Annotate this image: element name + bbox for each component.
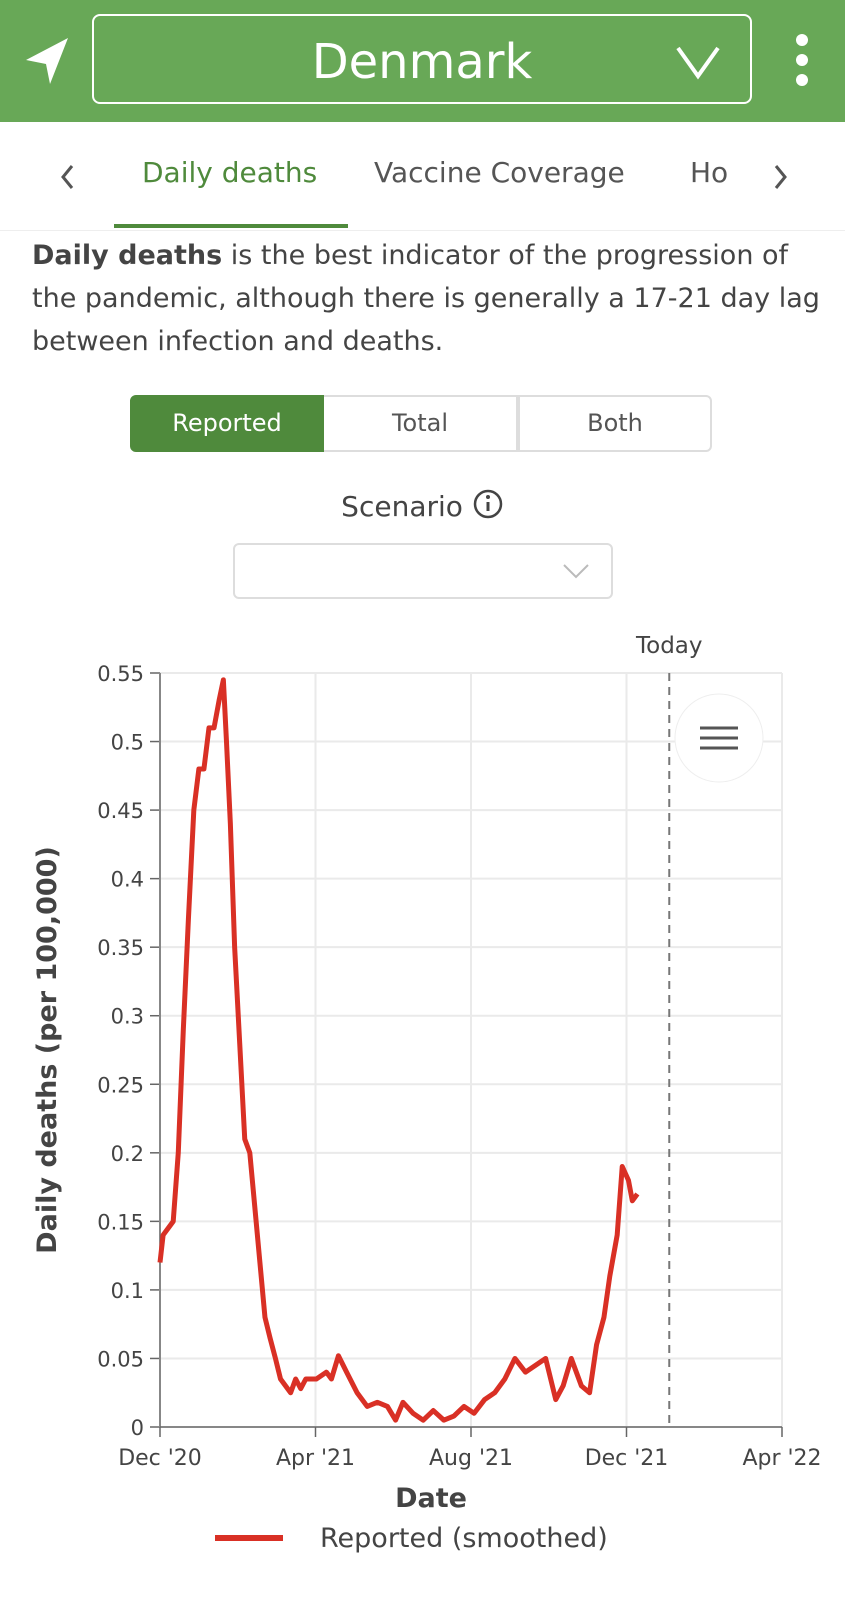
settings-button[interactable] (674, 693, 764, 783)
legend-label: Reported (smoothed) (320, 1523, 608, 1554)
tab-prev[interactable] (58, 162, 78, 192)
x-tick-label: Apr '22 (742, 1446, 821, 1471)
y-tick-label: 0.2 (111, 1142, 144, 1166)
x-tick-label: Dec '21 (585, 1446, 669, 1471)
tab-next[interactable] (770, 162, 790, 192)
scenario-row: Scenario (0, 488, 845, 523)
menu-icon[interactable] (792, 32, 812, 92)
segment-button[interactable]: Total (324, 395, 518, 452)
tab[interactable]: Vaccine Coverage (374, 156, 625, 189)
info-icon[interactable] (472, 488, 504, 520)
y-tick-label: 0.5 (111, 731, 144, 755)
x-tick-label: Aug '21 (429, 1446, 513, 1471)
x-tick-label: Apr '21 (276, 1446, 355, 1471)
y-tick-label: 0.05 (97, 1347, 144, 1371)
data-line (157, 677, 640, 1423)
description: Daily deaths is the best indicator of th… (32, 234, 822, 363)
tab[interactable]: Daily deaths (142, 156, 318, 189)
country-name: Denmark (311, 34, 533, 90)
y-tick-label: 0.45 (97, 799, 144, 823)
segment-button[interactable]: Reported (130, 395, 324, 452)
tab-underline (114, 224, 348, 228)
y-tick-label: 0.4 (111, 868, 144, 892)
annotation: Today (635, 633, 703, 659)
y-tick-label: 0.1 (111, 1279, 144, 1303)
y-tick-label: 0.35 (97, 936, 144, 960)
dropdown-chevron (676, 46, 720, 80)
y-tick-label: 0.15 (97, 1210, 144, 1234)
location-icon[interactable] (18, 32, 78, 92)
scenario-select[interactable] (233, 543, 613, 599)
select-chevron (563, 564, 589, 579)
scenario-label: Scenario (341, 490, 463, 523)
country-dropdown[interactable]: Denmark (92, 14, 752, 104)
x-tick-label: Dec '20 (118, 1446, 202, 1471)
segment-button[interactable]: Both (518, 395, 712, 452)
description-text: is the best indicator of the progression… (32, 240, 820, 357)
chart: Date Daily deaths (per 100,000) 0 0.05 0.1… (32, 633, 822, 1554)
tab[interactable]: Ho (690, 156, 729, 189)
x-axis-title: Date (395, 1483, 467, 1514)
y-tick-label: 0.3 (111, 1005, 144, 1029)
header: Denmark (0, 0, 845, 122)
y-tick-label: 0.55 (97, 662, 144, 686)
y-axis-title: Daily deaths (per 100,000) (32, 846, 63, 1254)
y-tick-label: 0.25 (97, 1073, 144, 1097)
y-tick-label: 0 (131, 1416, 144, 1440)
description-bold: Daily deaths (32, 240, 223, 271)
tab-bar: Daily deaths Vaccine Coverage Ho (0, 122, 845, 231)
